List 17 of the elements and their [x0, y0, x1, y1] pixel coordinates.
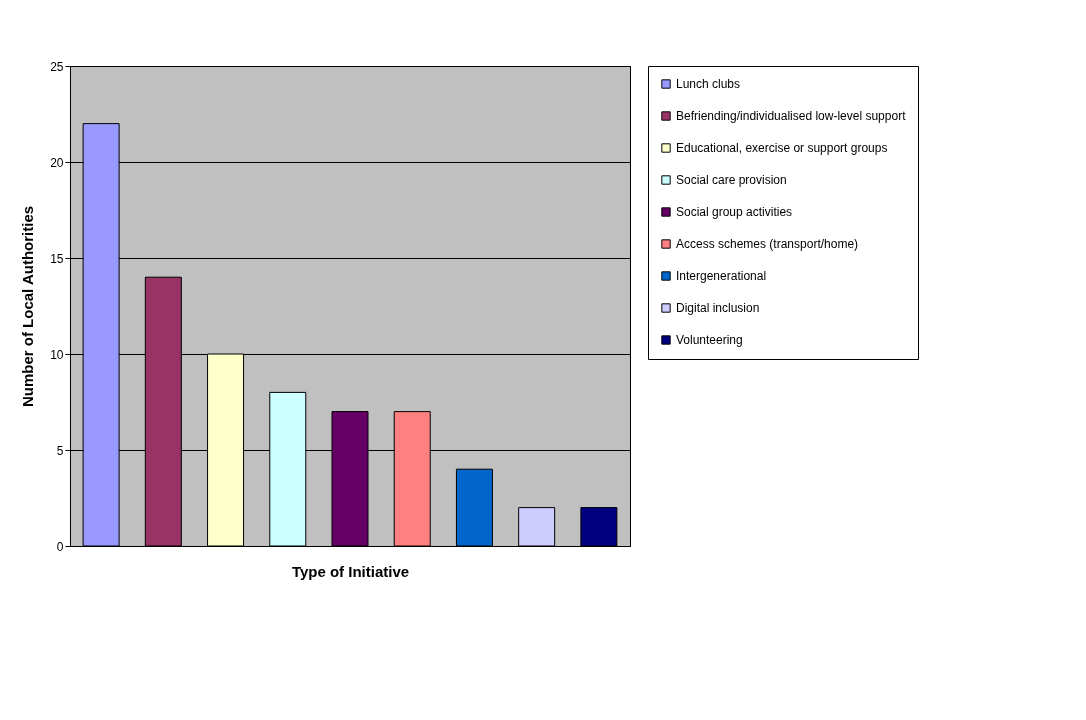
legend-label: Volunteering — [676, 333, 743, 347]
legend-label: Educational, exercise or support groups — [676, 141, 888, 155]
legend-label: Social group activities — [676, 205, 793, 219]
y-tick-label: 20 — [50, 155, 64, 170]
y-tick-label: 10 — [50, 347, 64, 362]
legend-label: Intergenerational — [676, 269, 767, 283]
y-tick-label: 25 — [50, 59, 64, 74]
legend-label: Social care provision — [676, 173, 787, 187]
legend-label: Access schemes (transport/home) — [676, 237, 859, 251]
legend-label: Befriending/individualised low-level support — [676, 109, 907, 123]
y-tick-label: 0 — [56, 539, 64, 554]
x-axis-title: Type of Initiative — [291, 562, 410, 580]
legend-label: Lunch clubs — [676, 77, 741, 91]
y-tick-label: 5 — [56, 443, 64, 458]
y-axis-title: Number of Local Authorities — [19, 205, 37, 408]
y-tick-label: 15 — [50, 251, 64, 266]
legend-label: Digital inclusion — [676, 301, 760, 315]
